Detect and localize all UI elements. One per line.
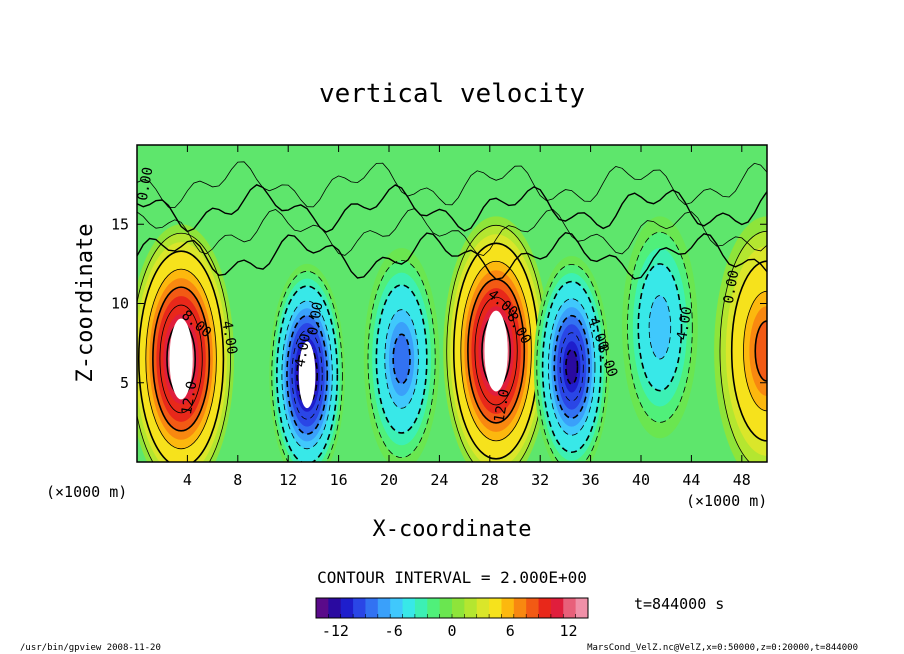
colorbar-swatch — [340, 598, 354, 618]
updraft-cell-1 — [443, 216, 550, 462]
colorbar-swatch — [575, 598, 589, 618]
colorbar-swatch — [526, 598, 540, 618]
x-tick-label: 20 — [380, 471, 398, 489]
contour-interval-label: CONTOUR INTERVAL = 2.000E+00 — [317, 568, 587, 587]
colorbar-swatch — [427, 598, 441, 618]
upper-contour — [137, 183, 767, 233]
colorbar-tick-label: -6 — [385, 622, 403, 640]
y-axis: 5 10 15 — [111, 215, 767, 392]
x-tick-label: 24 — [430, 471, 448, 489]
colorbar-swatch — [402, 598, 416, 618]
x-tick-label: 16 — [330, 471, 348, 489]
colorbar-tick-label: 6 — [506, 622, 515, 640]
colorbar-swatch — [414, 598, 428, 618]
colorbar: -12 -6 0 6 12 — [315, 597, 589, 640]
colorbar-swatch — [365, 598, 379, 618]
contour-label: 0.00 — [721, 269, 743, 305]
colorbar-tick-label: 12 — [560, 622, 578, 640]
y-axis-title: Z-coordinate — [73, 224, 98, 383]
y-tick-label: 15 — [111, 215, 129, 233]
y-tick-label: 5 — [120, 374, 129, 392]
time-label: t=844000 s — [634, 595, 724, 613]
contour-label: 12.0 — [491, 388, 513, 424]
colorbar-swatch — [563, 598, 577, 618]
upper-contour — [137, 208, 767, 256]
y-tick-label: 10 — [111, 295, 129, 313]
x-tick-label: 28 — [481, 471, 499, 489]
contour-label: 12.0 — [179, 380, 201, 416]
colorbar-tick-label: -12 — [322, 622, 349, 640]
x-axis: 4 8 12 16 20 24 28 32 36 40 44 48 — [183, 145, 751, 489]
x-tick-label: 4 — [183, 471, 192, 489]
contour-label: 0.00 — [135, 166, 157, 202]
x-tick-label: 40 — [632, 471, 650, 489]
contour-labels: 0.008.00 4.0012.00.004.004.008.0012.04.00… — [135, 166, 743, 424]
colorbar-swatch — [390, 598, 404, 618]
contour-plot: 0.008.00 4.0012.00.004.004.008.0012.04.00… — [111, 144, 768, 489]
contour-level — [648, 295, 672, 360]
colorbar-swatch — [550, 598, 564, 618]
peak-core — [298, 341, 316, 409]
downdraft-cell-2 — [533, 255, 610, 462]
colorbar-tick-label: 0 — [447, 622, 456, 640]
updraft-cell-2 — [714, 216, 767, 462]
contour-fields — [137, 161, 767, 462]
x-tick-label: 36 — [582, 471, 600, 489]
colorbar-swatch — [489, 598, 502, 618]
colorbar-swatch — [501, 598, 515, 618]
upper-contour — [137, 161, 767, 209]
downdraft-cell-1 — [363, 248, 440, 462]
peak-core — [484, 310, 508, 392]
x-tick-label: 32 — [531, 471, 549, 489]
x-tick-label: 44 — [682, 471, 700, 489]
x-tick-label: 12 — [279, 471, 297, 489]
x-tick-label: 48 — [733, 471, 751, 489]
x-unit-label: (×1000 m) — [686, 492, 767, 510]
colorbar-swatch — [439, 598, 453, 618]
x-axis-title: X-coordinate — [373, 517, 532, 542]
contour-level — [392, 333, 411, 385]
contour-label: 4.00 — [674, 305, 696, 341]
colorbar-swatch — [328, 598, 342, 618]
colorbar-swatch — [538, 598, 552, 618]
footer-left: /usr/bin/gpview 2008-11-20 — [20, 643, 161, 653]
updraft-cell-0 — [137, 224, 235, 462]
contour-level — [565, 349, 579, 385]
downdraft-cell-0 — [269, 263, 345, 462]
contour-label: 4.00 — [218, 320, 240, 356]
colorbar-swatch — [377, 598, 391, 618]
contour-label: 4.00 — [292, 332, 314, 368]
colorbar-swatch — [353, 598, 366, 618]
colorbar-swatch — [476, 598, 490, 618]
colorbar-swatch — [513, 598, 527, 618]
upper-layer-contours — [137, 161, 767, 280]
colorbar-swatch — [316, 598, 329, 618]
x-tick-label: 8 — [233, 471, 242, 489]
colorbar-swatch — [464, 598, 478, 618]
chart-title: vertical velocity — [319, 79, 585, 109]
downdraft-cell-3 — [622, 216, 698, 439]
y-unit-label: (×1000 m) — [46, 483, 127, 501]
contour-label: 0.00 — [305, 301, 327, 337]
upper-contour — [137, 231, 767, 280]
footer-right: MarsCond_VelZ.nc@VelZ,x=0:50000,z=0:2000… — [587, 643, 858, 653]
peak-core — [169, 318, 193, 400]
colorbar-swatch — [452, 598, 465, 618]
